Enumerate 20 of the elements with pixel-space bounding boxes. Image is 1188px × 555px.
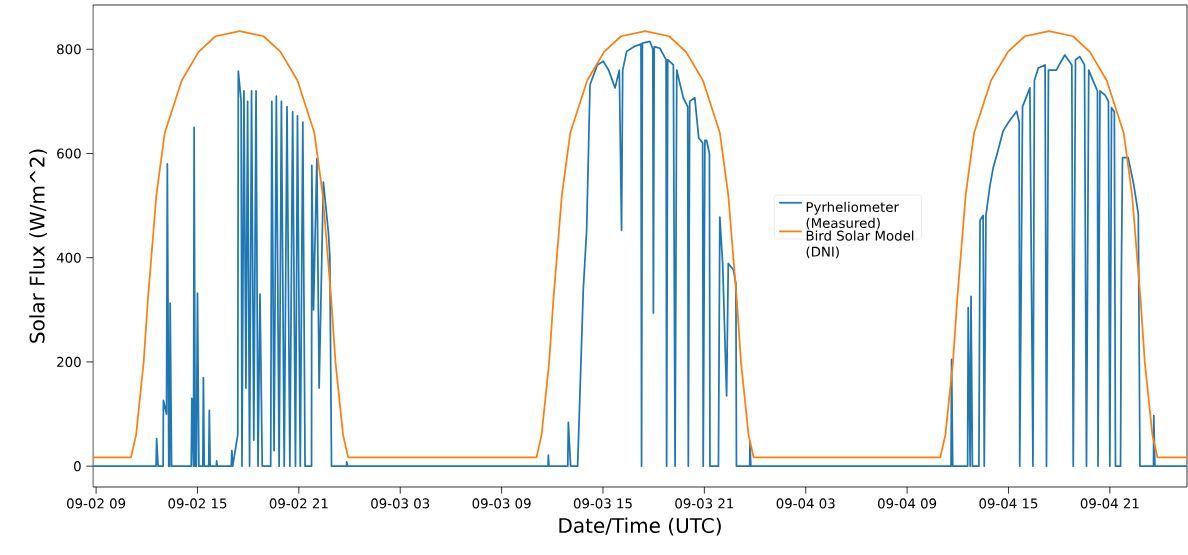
x-tick-label: 09-04 21 xyxy=(1080,498,1139,509)
x-tick-label: 09-03 03 xyxy=(371,498,430,509)
x-tick-label: 09-02 15 xyxy=(168,498,227,509)
x-tick-label: 09-03 09 xyxy=(472,498,531,509)
legend-label: Pyrheliometer (Measured) xyxy=(806,201,899,230)
x-tick-label: 09-04 03 xyxy=(776,498,835,509)
x-axis-title: Date/Time (UTC) xyxy=(559,517,721,536)
y-tick-label: 400 xyxy=(56,252,81,263)
x-tick-label: 09-03 21 xyxy=(675,498,734,509)
y-tick-label: 0 xyxy=(74,461,81,472)
x-tick-label: 09-04 15 xyxy=(979,498,1038,509)
x-tick-label: 09-02 09 xyxy=(67,498,126,509)
y-tick-label: 200 xyxy=(57,356,81,367)
y-axis-title: Solar Flux (W/m^2) xyxy=(29,149,48,343)
y-tick-label: 600 xyxy=(57,148,81,159)
x-tick-label: 09-02 21 xyxy=(269,498,328,509)
x-tick-label: 09-04 09 xyxy=(878,498,937,509)
x-tick-label: 09-03 15 xyxy=(573,498,632,509)
legend-label: Bird Solar Model (DNI) xyxy=(806,230,914,259)
y-tick-label: 800 xyxy=(57,44,81,55)
